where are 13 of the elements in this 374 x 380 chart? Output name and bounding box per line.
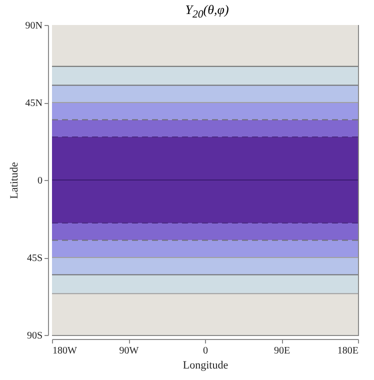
- x-axis-title: Longitude: [182, 360, 228, 372]
- x-tick-label: 180W: [52, 346, 78, 356]
- chart-title: Y$_{20}$(θ,φ): [184, 1, 230, 21]
- x-tick-label: 180E: [337, 346, 358, 356]
- y-axis-title: Latitude: [8, 162, 20, 199]
- y-tick-label: 0: [38, 176, 42, 186]
- y-tick-label: 90N: [25, 20, 42, 32]
- x-tick-label: 90W: [119, 346, 140, 356]
- y-tick-label: 45N: [25, 98, 42, 109]
- y-tick-label: 45S: [26, 253, 42, 264]
- x-tick-label: 90E: [274, 346, 290, 356]
- x-tick-label: 0: [203, 346, 208, 356]
- y-tick-label: 90S: [26, 330, 42, 342]
